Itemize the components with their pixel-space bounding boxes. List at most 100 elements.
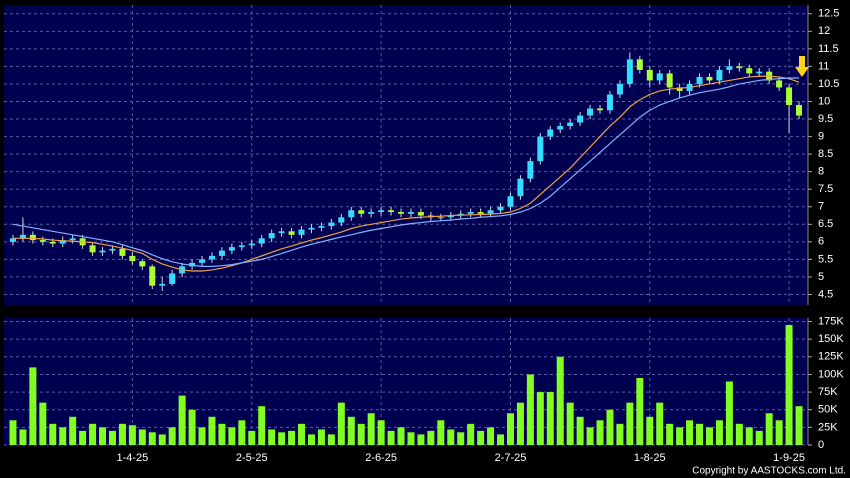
candle-body [9,238,16,242]
candle-body [736,66,743,69]
candle-body [159,283,166,286]
candle-body [368,212,375,214]
y-tick-label: 10.5 [818,78,839,90]
candle-body [298,229,305,235]
volume-bar [218,423,226,445]
candle-body [189,262,196,267]
candle-body [89,245,96,253]
moving-average-line [12,77,800,268]
candle-body [109,248,116,251]
candle-body [746,68,753,74]
y-tick-label: 175K [818,315,844,327]
volume-bar [745,427,753,445]
candle-body [696,76,703,84]
volume-bar [576,416,584,445]
candle-body [577,115,584,123]
y-tick-label: 0 [818,439,824,451]
candle-body [567,122,574,127]
candle-body [417,212,424,216]
volume-bar [646,416,654,445]
y-tick-label: 8.5 [818,148,833,160]
volume-bar [108,430,116,445]
y-tick-label: 25K [818,421,838,433]
volume-bar [387,430,395,445]
candle-body [378,210,385,213]
candle-body [19,234,26,239]
y-tick-label: 10 [818,95,830,107]
volume-bar [69,416,77,445]
candle-body [388,210,395,213]
volume-bar [596,420,604,445]
candle-body [99,250,106,253]
candle-body [497,206,504,211]
volume-bar [228,427,236,445]
candle-body [348,210,355,218]
volume-bar [397,427,405,445]
candle-body [626,59,633,84]
volume-bar [546,392,554,445]
volume-bar [556,356,564,445]
volume-bar [168,427,176,445]
y-tick-label: 6.5 [818,218,833,230]
volume-bar [367,413,375,445]
y-tick-label: 125K [818,351,844,363]
volume-bar [506,413,514,445]
candle-body [318,226,325,228]
candle-body [278,231,285,234]
volume-bar [128,425,136,445]
candle-body [338,217,345,223]
volume-bar [148,432,156,445]
y-tick-label: 75K [818,386,838,398]
volume-bar [198,427,206,445]
candle-body [706,76,713,81]
candle-body [666,73,673,88]
volume-bar [536,392,544,445]
volume-bar [317,429,325,445]
candle-body [676,87,683,91]
x-tick-label: 1-9-25 [773,452,805,464]
volume-bar [407,432,415,445]
candle-body [258,238,265,244]
candle-body [29,234,36,241]
candle-body [218,250,225,256]
candle-body [527,161,534,179]
volume-bar [268,429,276,445]
volume-bar [487,427,495,445]
candle-body [597,108,604,111]
y-tick-label: 12.5 [818,8,839,20]
y-tick-label: 8 [818,166,824,178]
candle-body [288,231,295,235]
y-tick-label: 11 [818,60,829,72]
volume-bar [755,430,763,445]
candle-body [49,241,56,244]
y-tick-label: 12 [818,25,830,37]
candle-body [557,126,564,130]
volume-bar [427,430,435,445]
candle-body [656,73,663,81]
candle-body [636,59,643,70]
candle-body [447,215,454,218]
candle-body [59,240,66,244]
volume-bar [696,423,704,445]
candle-body [616,83,623,95]
y-tick-label: 7 [818,201,824,213]
volume-bar [357,423,365,445]
volume-bar [666,423,674,445]
volume-bar [785,325,793,445]
volume-bar [208,416,216,445]
volume-bar [447,429,455,445]
candle-body [487,210,494,214]
volume-bar [775,420,783,445]
y-tick-label: 7.5 [818,183,833,195]
volume-bar [765,413,773,445]
volume-bar [99,427,107,445]
y-tick-label: 6 [818,236,824,248]
volume-bar [258,406,266,445]
volume-bar [795,406,803,445]
volume-bar [586,427,594,445]
candle-body [129,255,136,262]
y-tick-label: 100K [818,368,844,380]
x-tick-label: 1-4-25 [116,452,148,464]
